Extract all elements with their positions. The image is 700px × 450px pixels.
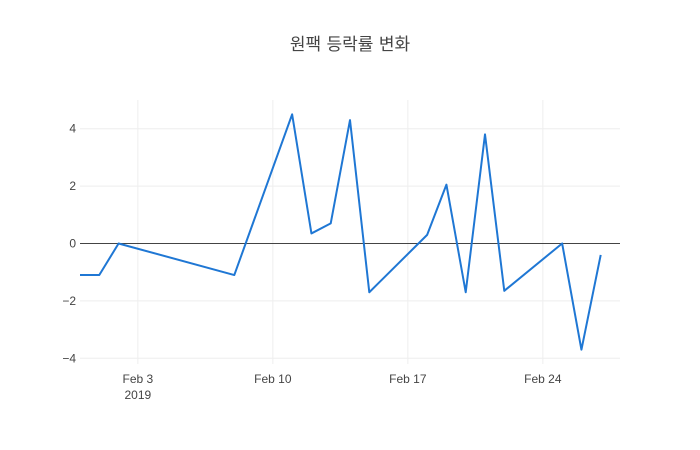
series-line: [80, 113, 602, 351]
x-tick-label: Feb 24: [524, 372, 562, 386]
chart-title: 원팩 등락률 변화: [290, 35, 411, 55]
grid: [80, 100, 620, 364]
y-tick-label: −4: [62, 351, 76, 365]
y-tick-label: 2: [69, 179, 76, 193]
y-tick-label: 0: [69, 236, 76, 250]
y-tick-label: −2: [62, 294, 76, 308]
x-tick-sublabel: 2019: [125, 388, 152, 402]
x-tick-label: Feb 3: [123, 372, 154, 386]
x-tick-label: Feb 17: [389, 372, 427, 386]
x-axis-ticks: Feb 3 2019 Feb 10 Feb 17 Feb 24: [123, 372, 562, 402]
y-axis-ticks: 4 2 0 −2 −4: [62, 122, 76, 366]
series-layer: [79, 113, 602, 351]
x-tick-label: Feb 10: [254, 372, 292, 386]
y-tick-label: 4: [69, 122, 76, 136]
